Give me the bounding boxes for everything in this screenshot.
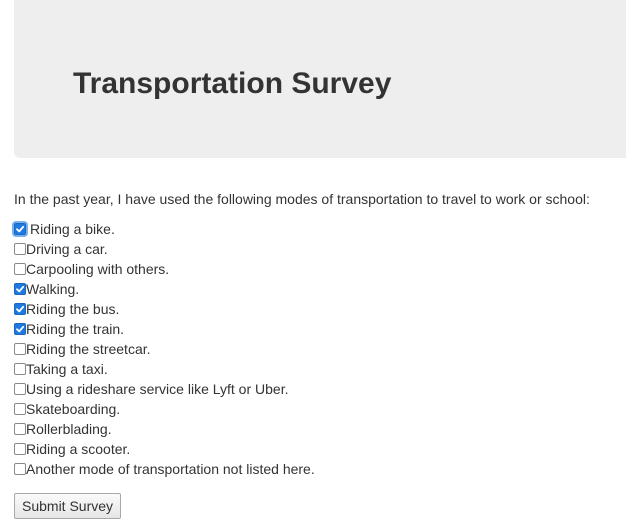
option-item[interactable]: Carpooling with others. bbox=[14, 259, 614, 279]
checkmark-icon bbox=[16, 325, 25, 333]
page-title: Transportation Survey bbox=[73, 67, 392, 100]
option-item[interactable]: Riding a scooter. bbox=[14, 439, 614, 459]
option-checkbox[interactable] bbox=[14, 343, 26, 355]
option-checkbox[interactable] bbox=[14, 323, 26, 335]
option-item[interactable]: Taking a taxi. bbox=[14, 359, 614, 379]
option-label: Riding a bike. bbox=[30, 221, 115, 237]
option-item[interactable]: Riding the streetcar. bbox=[14, 339, 614, 359]
option-label: Taking a taxi. bbox=[26, 361, 108, 377]
option-label: Riding a scooter. bbox=[26, 441, 131, 457]
option-checkbox[interactable] bbox=[14, 363, 26, 375]
option-label: Another mode of transportation not liste… bbox=[26, 461, 315, 477]
submit-survey-button[interactable]: Submit Survey bbox=[14, 493, 122, 519]
option-label: Using a rideshare service like Lyft or U… bbox=[26, 381, 289, 397]
option-item[interactable]: Using a rideshare service like Lyft or U… bbox=[14, 379, 614, 399]
option-checkbox[interactable] bbox=[14, 383, 26, 395]
option-label: Carpooling with others. bbox=[26, 261, 170, 277]
option-label: Riding the streetcar. bbox=[26, 341, 151, 357]
option-checkbox[interactable] bbox=[14, 443, 26, 455]
option-label: Walking. bbox=[26, 281, 80, 297]
option-checkbox[interactable] bbox=[14, 263, 26, 275]
option-checkbox[interactable] bbox=[14, 303, 26, 315]
checkmark-icon bbox=[16, 285, 25, 293]
option-item[interactable]: Rollerblading. bbox=[14, 419, 614, 439]
option-label: Riding the bus. bbox=[26, 301, 120, 317]
option-checkbox[interactable] bbox=[14, 283, 26, 295]
option-label: Skateboarding. bbox=[26, 401, 121, 417]
checkmark-icon bbox=[16, 225, 25, 233]
option-checkbox[interactable] bbox=[14, 243, 26, 255]
option-item[interactable]: Riding the train. bbox=[14, 319, 614, 339]
option-item[interactable]: Riding the bus. bbox=[14, 299, 614, 319]
option-checkbox[interactable] bbox=[14, 463, 26, 475]
option-checkbox[interactable] bbox=[14, 223, 26, 235]
option-checkbox[interactable] bbox=[14, 423, 26, 435]
transportation-options-list: Riding a bike. Driving a car. Carpooling w… bbox=[14, 219, 614, 479]
option-checkbox[interactable] bbox=[14, 403, 26, 415]
option-item[interactable]: Another mode of transportation not liste… bbox=[14, 459, 614, 479]
survey-question: In the past year, I have used the follow… bbox=[14, 191, 590, 207]
option-label: Rollerblading. bbox=[26, 421, 112, 437]
option-label: Driving a car. bbox=[26, 241, 108, 257]
checkmark-icon bbox=[16, 305, 25, 313]
option-item[interactable]: Driving a car. bbox=[14, 239, 614, 259]
header-banner: Transportation Survey bbox=[14, 0, 626, 158]
option-item[interactable]: Riding a bike. bbox=[14, 219, 614, 239]
option-item[interactable]: Walking. bbox=[14, 279, 614, 299]
option-label: Riding the train. bbox=[26, 321, 125, 337]
option-item[interactable]: Skateboarding. bbox=[14, 399, 614, 419]
